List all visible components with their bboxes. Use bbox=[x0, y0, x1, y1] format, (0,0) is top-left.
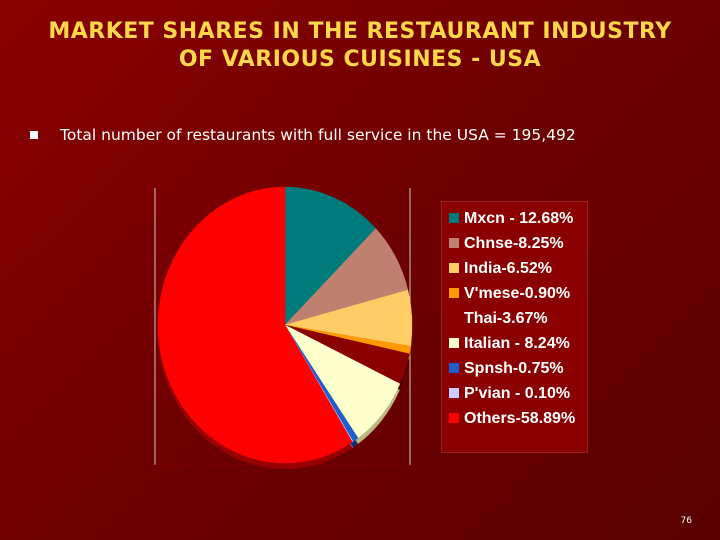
legend-label: Spnsh-0.75% bbox=[464, 360, 564, 377]
title-line-1: MARKET SHARES IN THE RESTAURANT INDUSTRY bbox=[48, 19, 672, 44]
bullet-text: Total number of restaurants with full se… bbox=[60, 126, 576, 144]
title-line-2: OF VARIOUS CUISINES - USA bbox=[178, 47, 542, 72]
legend-label: Thai-3.67% bbox=[464, 310, 548, 327]
legend-item-italian: Italian - 8.24% bbox=[449, 334, 570, 354]
legend-swatch bbox=[449, 312, 459, 323]
legend-item-india: India-6.52% bbox=[449, 259, 552, 279]
legend-swatch bbox=[449, 262, 459, 273]
bullet-item: Total number of restaurants with full se… bbox=[30, 126, 710, 144]
legend-swatch bbox=[449, 337, 459, 348]
legend-swatch bbox=[449, 212, 459, 223]
legend-item-pvian: P'vian - 0.10% bbox=[449, 384, 570, 404]
pie-slice-others bbox=[157, 186, 353, 464]
legend-item-chnse: Chnse-8.25% bbox=[449, 234, 564, 254]
legend-label: India-6.52% bbox=[464, 260, 553, 277]
legend-label: Chnse-8.25% bbox=[464, 235, 564, 252]
legend-label: P'vian - 0.10% bbox=[464, 385, 571, 402]
legend-item-thai: Thai-3.67% bbox=[449, 309, 548, 329]
slide-title: MARKET SHARES IN THE RESTAURANT INDUSTRY… bbox=[0, 18, 720, 74]
pie-slices bbox=[157, 186, 413, 464]
legend-swatch bbox=[449, 237, 459, 248]
legend-item-spnsh: Spnsh-0.75% bbox=[449, 359, 564, 379]
pie-slice-mxcn bbox=[284, 186, 377, 326]
chart-legend: Mxcn - 12.68% Chnse-8.25% India-6.52% V'mes… bbox=[441, 201, 588, 453]
legend-item-others: Others-58.89% bbox=[449, 409, 575, 429]
legend-label: Others-58.89% bbox=[464, 410, 576, 427]
legend-item-mxcn: Mxcn - 12.68% bbox=[449, 209, 573, 229]
legend-swatch bbox=[449, 387, 459, 398]
square-bullet-icon bbox=[30, 130, 38, 139]
legend-swatch bbox=[449, 287, 459, 298]
legend-label: Italian - 8.24% bbox=[464, 335, 570, 352]
page-number: 76 bbox=[680, 516, 692, 526]
legend-item-vmese: V'mese-0.90% bbox=[449, 284, 570, 304]
legend-swatch bbox=[449, 412, 459, 423]
legend-label: Mxcn - 12.68% bbox=[464, 210, 574, 227]
legend-swatch bbox=[449, 362, 459, 373]
legend-label: V'mese-0.90% bbox=[464, 285, 571, 302]
